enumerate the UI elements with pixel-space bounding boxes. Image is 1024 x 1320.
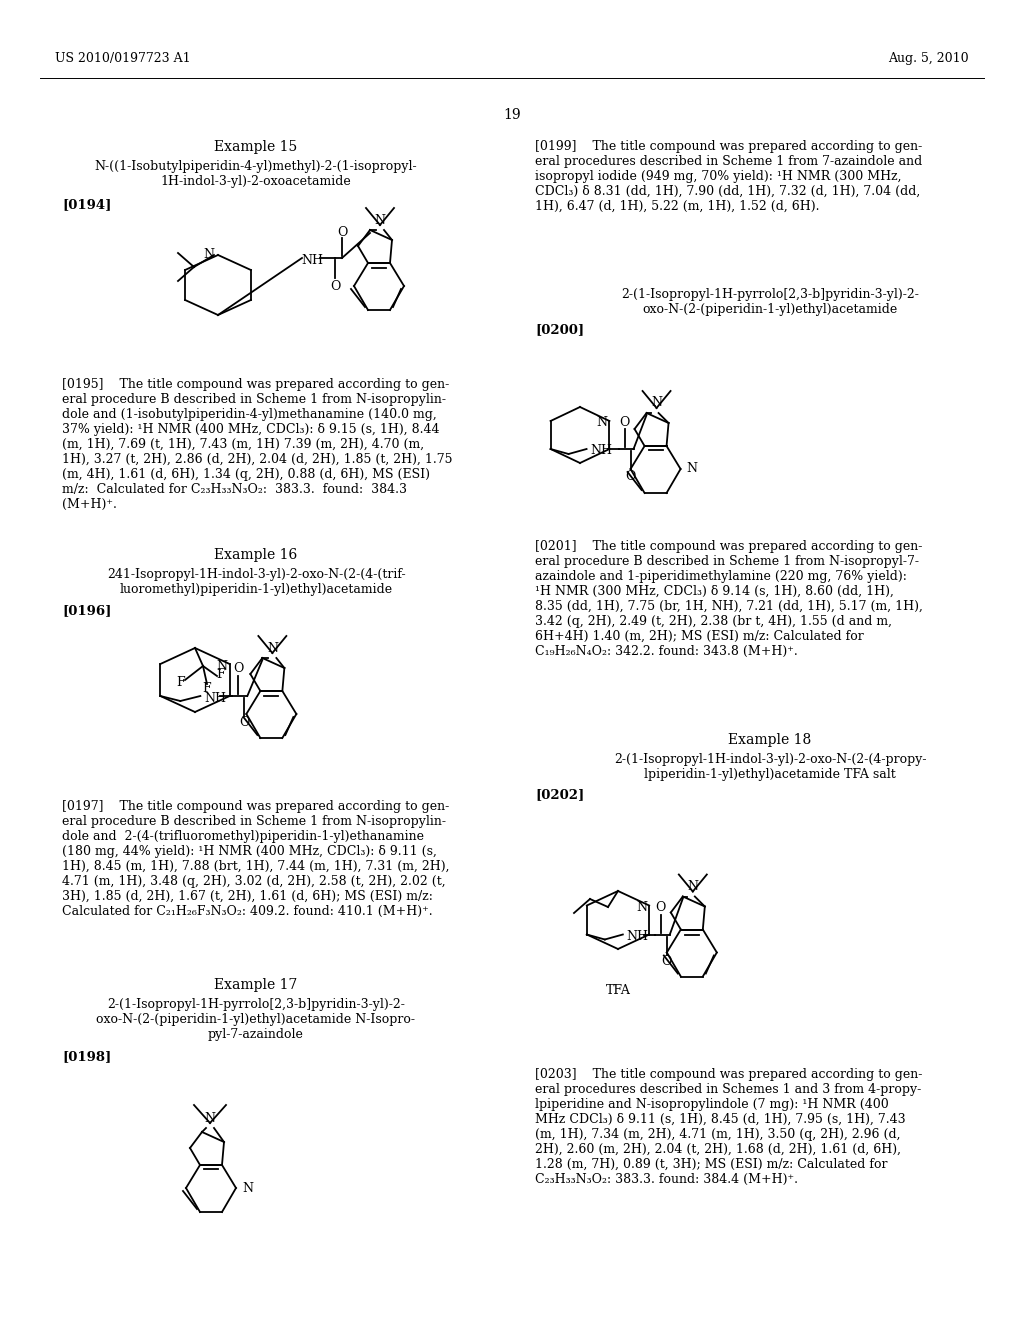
Text: O: O <box>662 954 672 968</box>
Text: [0201]    The title compound was prepared according to gen-
eral procedure B des: [0201] The title compound was prepared a… <box>535 540 923 657</box>
Text: N: N <box>687 880 698 894</box>
Text: 2-(1-Isopropyl-1H-pyrrolo[2,3-b]pyridin-3-yl)-2-: 2-(1-Isopropyl-1H-pyrrolo[2,3-b]pyridin-… <box>108 998 404 1011</box>
Text: Example 15: Example 15 <box>214 140 298 154</box>
Text: [0200]: [0200] <box>535 323 584 337</box>
Text: N: N <box>242 1181 253 1195</box>
Text: Example 17: Example 17 <box>214 978 298 993</box>
Text: N: N <box>686 462 697 475</box>
Text: N: N <box>636 902 647 913</box>
Text: O: O <box>655 902 666 913</box>
Text: [0203]    The title compound was prepared according to gen-
eral procedures desc: [0203] The title compound was prepared a… <box>535 1068 923 1185</box>
Text: NH: NH <box>205 692 226 705</box>
Text: O: O <box>233 663 244 676</box>
Text: F: F <box>203 681 211 694</box>
Text: N: N <box>651 396 663 409</box>
Text: TFA: TFA <box>605 983 631 997</box>
Text: N-((1-Isobutylpiperidin-4-yl)methyl)-2-(1-isopropyl-: N-((1-Isobutylpiperidin-4-yl)methyl)-2-(… <box>94 160 418 173</box>
Text: O: O <box>620 416 630 429</box>
Text: F: F <box>177 676 185 689</box>
Text: N: N <box>203 248 214 261</box>
Text: O: O <box>626 470 636 483</box>
Text: Aug. 5, 2010: Aug. 5, 2010 <box>889 51 969 65</box>
Text: N: N <box>596 417 607 429</box>
Text: 2-(1-Isopropyl-1H-pyrrolo[2,3-b]pyridin-3-yl)-2-: 2-(1-Isopropyl-1H-pyrrolo[2,3-b]pyridin-… <box>622 288 919 301</box>
Text: [0198]: [0198] <box>62 1049 112 1063</box>
Text: N: N <box>267 642 278 655</box>
Text: [0195]    The title compound was prepared according to gen-
eral procedure B des: [0195] The title compound was prepared a… <box>62 378 453 511</box>
Text: luoromethyl)piperidin-1-yl)ethyl)acetamide: luoromethyl)piperidin-1-yl)ethyl)acetami… <box>120 583 392 597</box>
Text: lpiperidin-1-yl)ethyl)acetamide TFA salt: lpiperidin-1-yl)ethyl)acetamide TFA salt <box>644 768 896 781</box>
Text: [0202]: [0202] <box>535 788 585 801</box>
Text: N: N <box>205 1111 215 1125</box>
Text: pyl-7-azaindole: pyl-7-azaindole <box>208 1028 304 1041</box>
Text: 241-Isopropyl-1H-indol-3-yl)-2-oxo-N-(2-(4-(trif-: 241-Isopropyl-1H-indol-3-yl)-2-oxo-N-(2-… <box>106 568 406 581</box>
Text: N: N <box>217 660 227 672</box>
Text: 19: 19 <box>503 108 521 121</box>
Text: oxo-N-(2-(piperidin-1-yl)ethyl)acetamide: oxo-N-(2-(piperidin-1-yl)ethyl)acetamide <box>642 304 898 315</box>
Text: O: O <box>240 717 250 730</box>
Text: F: F <box>217 668 225 681</box>
Text: 1H-indol-3-yl)-2-oxoacetamide: 1H-indol-3-yl)-2-oxoacetamide <box>161 176 351 187</box>
Text: [0199]    The title compound was prepared according to gen-
eral procedures desc: [0199] The title compound was prepared a… <box>535 140 923 213</box>
Text: NH: NH <box>627 931 649 942</box>
Text: [0197]    The title compound was prepared according to gen-
eral procedure B des: [0197] The title compound was prepared a… <box>62 800 450 917</box>
Text: 2-(1-Isopropyl-1H-indol-3-yl)-2-oxo-N-(2-(4-propy-: 2-(1-Isopropyl-1H-indol-3-yl)-2-oxo-N-(2… <box>613 752 927 766</box>
Text: US 2010/0197723 A1: US 2010/0197723 A1 <box>55 51 190 65</box>
Text: oxo-N-(2-(piperidin-1-yl)ethyl)acetamide N-Isopro-: oxo-N-(2-(piperidin-1-yl)ethyl)acetamide… <box>96 1012 416 1026</box>
Text: NH: NH <box>591 445 612 458</box>
Text: Example 16: Example 16 <box>214 548 298 562</box>
Text: [0194]: [0194] <box>62 198 112 211</box>
Text: N: N <box>375 214 385 227</box>
Text: Example 18: Example 18 <box>728 733 812 747</box>
Text: [0196]: [0196] <box>62 605 112 616</box>
Text: NH: NH <box>301 253 323 267</box>
Text: O: O <box>330 280 340 293</box>
Text: O: O <box>337 226 347 239</box>
